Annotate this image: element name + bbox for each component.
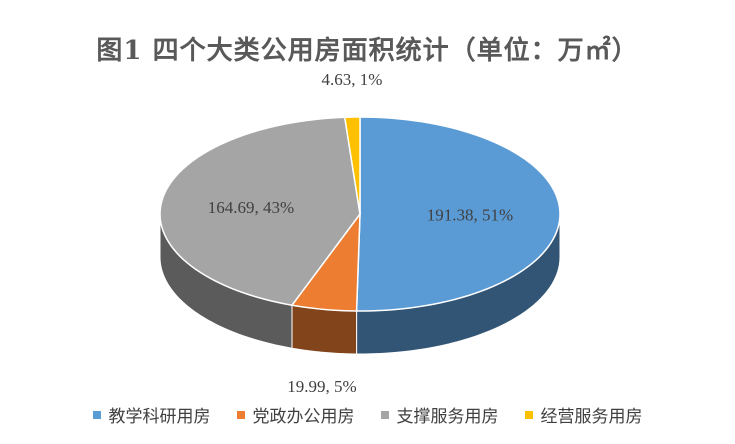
pie-slice-side — [291, 304, 358, 355]
data-label: 164.69, 43% — [208, 198, 294, 217]
pie-data-labels: 191.38, 51% 19.99, 5% 164.69, 43% 4.63, 1% — [208, 70, 513, 396]
pie-slice — [343, 116, 361, 215]
legend-label: 经营服务用房 — [540, 407, 643, 427]
pie-slice — [159, 116, 361, 307]
legend-item: 党政办公用房 — [236, 402, 355, 427]
legend: 教学科研用房 党政办公用房 支撑服务用房 经营服务用房 — [0, 402, 735, 427]
data-label: 191.38, 51% — [427, 206, 513, 225]
legend-item: 支撑服务用房 — [380, 402, 499, 427]
legend-swatch — [92, 410, 101, 419]
data-label: 19.99, 5% — [287, 377, 356, 396]
pie-tops — [159, 116, 561, 312]
pie-slice — [355, 116, 561, 312]
legend-label: 教学科研用房 — [108, 407, 211, 427]
pie-slice — [290, 211, 361, 312]
legend-swatch — [236, 410, 245, 419]
pie-sides — [159, 213, 561, 355]
chart-title: 图1 四个大类公用房面积统计（单位：万㎡） — [96, 36, 639, 66]
data-label: 4.63, 1% — [322, 70, 383, 89]
legend-item: 经营服务用房 — [524, 402, 643, 427]
legend-label: 支撑服务用房 — [396, 407, 499, 427]
legend-swatch — [380, 410, 389, 419]
legend-item: 教学科研用房 — [92, 402, 211, 427]
legend-label: 党政办公用房 — [252, 407, 355, 427]
legend-swatch — [524, 410, 533, 419]
